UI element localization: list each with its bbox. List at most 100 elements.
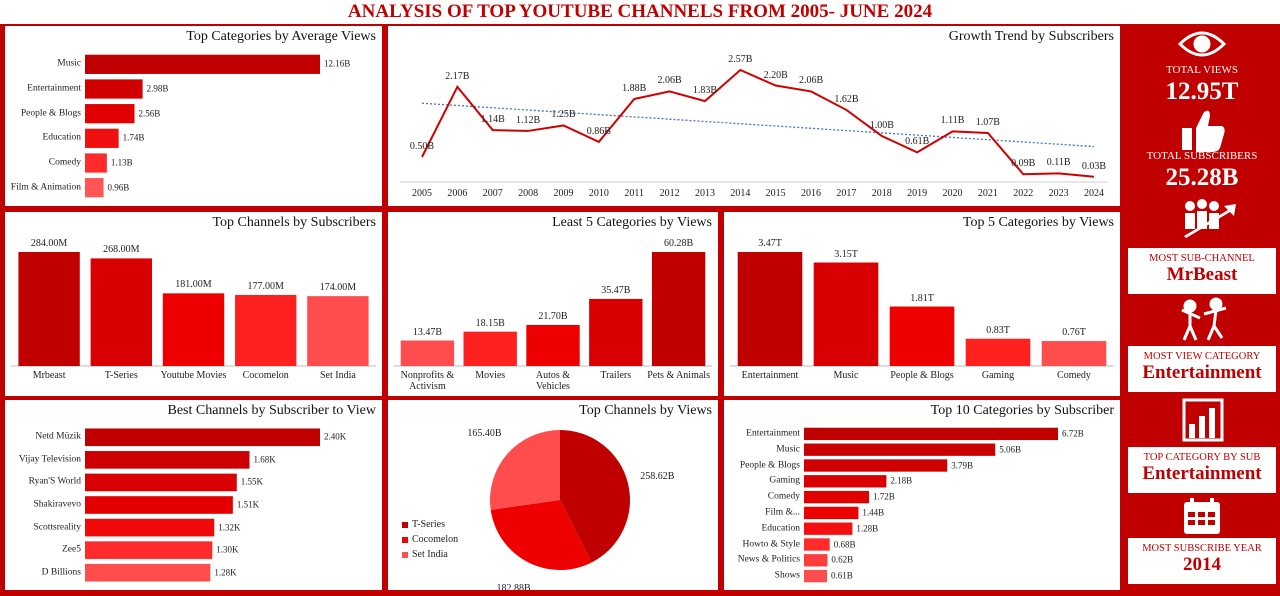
value-label: 284.00M — [30, 238, 68, 249]
category-label: Trailers — [600, 370, 632, 381]
x-tick-label: 2007 — [482, 188, 503, 199]
bar — [804, 490, 870, 504]
category-label: Gaming — [769, 475, 800, 486]
chart — [85, 428, 320, 582]
value-label: 1.14B — [480, 114, 505, 126]
kpi-label: MOST VIEW CATEGORY — [1143, 351, 1261, 362]
category-label: People & Blogs — [739, 460, 800, 470]
value-label: 3.15T — [834, 248, 858, 260]
dashboard-title: ANALYSIS OF TOP YOUTUBE CHANNELS FROM 20… — [0, 0, 1280, 24]
x-tick-label: 2010 — [588, 188, 609, 199]
value-label: 0.68B — [833, 539, 856, 549]
bar — [235, 294, 297, 366]
value-label: 1.32K — [218, 522, 241, 533]
kpi-value: Entertainment — [1142, 463, 1262, 484]
chart — [11, 252, 376, 367]
bar — [804, 427, 1058, 441]
x-tick-label: 2017 — [836, 188, 857, 199]
bar — [85, 104, 135, 124]
pie-slice — [490, 430, 560, 510]
bar — [804, 475, 887, 488]
bar — [651, 252, 706, 366]
value-label: 1.55K — [240, 476, 264, 487]
chart-panel: Best Channels by Subscriber to View Netd … — [5, 400, 382, 590]
chart-panel: Top Channels by Subscribers 284.00M Mrbeas… — [5, 212, 382, 396]
bar — [85, 473, 237, 492]
kpi-value: 2014 — [1183, 554, 1221, 575]
value-label: 18.15B — [475, 317, 505, 329]
bar — [804, 459, 948, 472]
bar — [85, 178, 104, 198]
thumb-icon — [1182, 110, 1225, 152]
bar — [804, 506, 859, 520]
bar — [85, 428, 320, 447]
category-label: Netd Müzik — [35, 431, 81, 442]
bar — [804, 554, 828, 567]
value-label: 0.76T — [1062, 327, 1086, 339]
legend-label: Set India — [412, 549, 448, 560]
bar — [889, 306, 955, 366]
value-label: 258.62B — [640, 471, 675, 482]
kpi-value: 12.95T — [1165, 78, 1239, 105]
category-label: Autos & Vehicles — [535, 370, 571, 392]
value-label: 181.00M — [175, 279, 212, 291]
bar — [85, 496, 233, 514]
kpi-label: MOST SUB-CHANNEL — [1149, 253, 1255, 264]
chart-panel: Top 10 Categories by Subscriber Entertain… — [724, 400, 1120, 590]
value-label: 0.83T — [986, 324, 1010, 336]
x-tick-label: 2008 — [518, 188, 539, 199]
chart-title: Top Channels by Views — [579, 403, 712, 418]
category-label: Entertainment — [741, 370, 799, 381]
value-label: 0.50B — [409, 140, 435, 152]
value-label: 182.88B — [496, 582, 531, 590]
category-label: Nonprofits & Activism — [400, 370, 455, 392]
chart-panel: Top Channels by Views 258.62B T-Series 182.… — [388, 400, 718, 590]
x-tick-label: 2023 — [1048, 188, 1069, 199]
value-label: 0.62B — [831, 554, 854, 565]
bar — [85, 153, 107, 173]
x-tick-label: 2022 — [1013, 188, 1034, 199]
x-tick-label: 2020 — [942, 188, 963, 199]
bar — [90, 258, 152, 366]
value-label: 1.51K — [236, 499, 260, 510]
category-label: Comedy — [1057, 370, 1091, 381]
chart-panel: Top 5 Categories by Views 3.47T Entertainm… — [724, 212, 1120, 396]
bar — [463, 331, 517, 366]
value-label: 2.18B — [890, 475, 913, 486]
value-label: 1.88B — [622, 82, 647, 94]
value-label: 12.16B — [324, 58, 351, 69]
category-label: Entertainment — [746, 428, 800, 439]
x-tick-label: 2005 — [412, 188, 432, 199]
category-label: People & Blogs — [20, 108, 81, 119]
kpi-label: TOTAL SUBSCRIBERS — [1146, 150, 1258, 162]
kpi-sidebar: TOTAL VIEWS 12.95T TOTAL SUBSCRIBERS 25.… — [1124, 24, 1280, 596]
value-label: 268.00M — [103, 244, 140, 256]
bar — [813, 262, 879, 366]
x-tick-label: 2011 — [624, 188, 645, 199]
bar — [804, 443, 996, 456]
category-label: Education — [42, 132, 81, 143]
category-label: Set India — [319, 370, 356, 381]
chart — [804, 427, 1058, 583]
category-label: Pets & Animals — [647, 370, 710, 381]
value-label: 6.72B — [1062, 428, 1084, 439]
chart-panel: Growth Trend by Subscribers 0.50B 2.17B 1.1… — [388, 26, 1120, 206]
kpi-value: Entertainment — [1142, 362, 1262, 383]
chart-panel: Top Categories by Average Views Music 12.1… — [5, 26, 382, 206]
bar — [85, 563, 211, 582]
bar — [804, 538, 830, 551]
bar — [1041, 341, 1107, 366]
category-label: Comedy — [48, 157, 81, 168]
value-label: 2.20B — [763, 69, 788, 81]
kpi-card: MOST VIEW CATEGORY Entertainment — [1128, 346, 1276, 392]
value-label: 0.61B — [831, 570, 853, 581]
value-label: 1.28B — [856, 523, 879, 534]
value-label: 1.12B — [516, 114, 541, 126]
value-label: 0.86B — [586, 125, 611, 137]
value-label: 2.56B — [138, 108, 161, 119]
bar — [400, 340, 455, 366]
line — [421, 68, 1095, 178]
category-label: Zee5 — [62, 544, 81, 555]
kpi-label: TOTAL VIEWS — [1166, 64, 1238, 76]
